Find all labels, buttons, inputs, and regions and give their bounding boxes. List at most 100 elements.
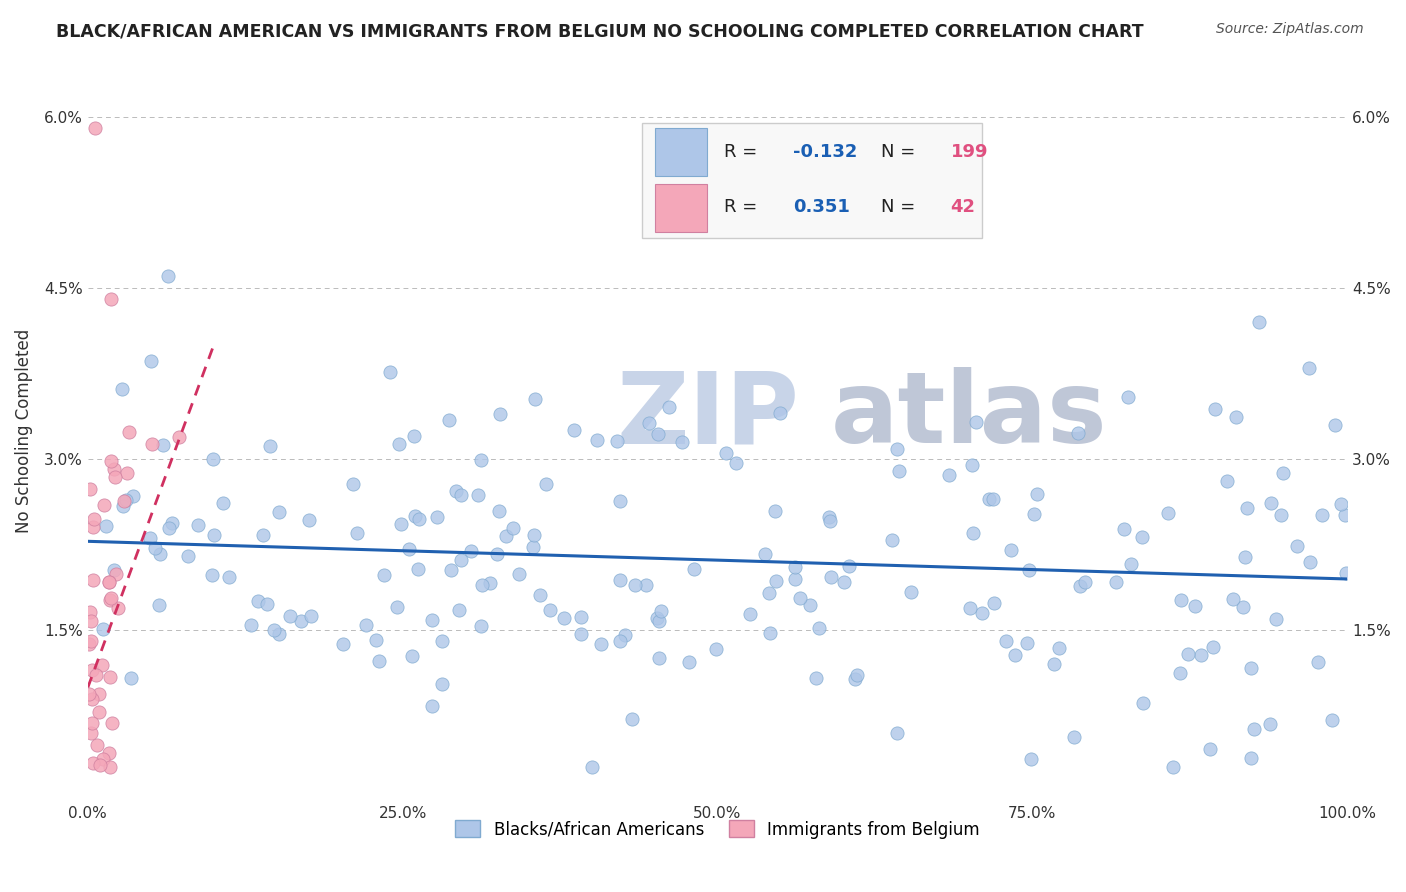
Point: [536, 477, 558, 491]
Point: [959, 601, 981, 615]
Point: [404, 508, 426, 523]
Point: [586, 433, 609, 447]
Point: [523, 392, 546, 406]
Point: [420, 699, 443, 714]
Point: [367, 654, 389, 668]
Point: [1285, 539, 1308, 553]
Point: [785, 559, 807, 574]
Point: [569, 610, 592, 624]
Point: [202, 452, 225, 467]
Point: [1161, 760, 1184, 774]
Point: [1018, 563, 1040, 577]
Point: [364, 633, 387, 648]
Y-axis label: No Schooling Completed: No Schooling Completed: [15, 328, 32, 533]
Point: [960, 458, 983, 472]
Point: [609, 634, 631, 648]
FancyBboxPatch shape: [655, 184, 707, 232]
Point: [408, 512, 430, 526]
Point: [87, 687, 110, 701]
Point: [880, 533, 903, 548]
Point: [115, 467, 138, 481]
Point: [1157, 506, 1180, 520]
Point: [103, 563, 125, 577]
Point: [440, 563, 463, 577]
Point: [91, 622, 114, 636]
Point: [818, 514, 841, 528]
Point: [650, 604, 672, 618]
Point: [430, 676, 453, 690]
Point: [818, 509, 841, 524]
Point: [267, 506, 290, 520]
Point: [581, 760, 603, 774]
Point: [562, 423, 585, 437]
Point: [263, 623, 285, 637]
Point: [1047, 640, 1070, 655]
Point: [1198, 741, 1220, 756]
Point: [529, 588, 551, 602]
Point: [886, 725, 908, 739]
Text: Source: ZipAtlas.com: Source: ZipAtlas.com: [1216, 22, 1364, 37]
Point: [844, 672, 866, 686]
Point: [523, 528, 546, 542]
Point: [141, 437, 163, 451]
Point: [111, 500, 134, 514]
Point: [252, 528, 274, 542]
Point: [103, 462, 125, 476]
Point: [218, 570, 240, 584]
Point: [98, 593, 121, 607]
Point: [82, 574, 104, 588]
Text: atlas: atlas: [831, 368, 1108, 464]
Point: [201, 567, 224, 582]
Point: [1249, 315, 1271, 329]
Point: [538, 603, 561, 617]
Text: 0.351: 0.351: [793, 198, 851, 216]
Point: [430, 634, 453, 648]
Text: R =: R =: [724, 143, 756, 161]
Point: [91, 658, 114, 673]
Point: [167, 430, 190, 444]
Point: [373, 567, 395, 582]
Point: [107, 600, 129, 615]
Point: [290, 614, 312, 628]
Point: [647, 426, 669, 441]
Point: [346, 526, 368, 541]
Point: [804, 671, 827, 685]
Point: [450, 488, 472, 502]
Point: [1222, 591, 1244, 606]
Point: [740, 607, 762, 621]
Point: [799, 598, 821, 612]
Point: [508, 567, 530, 582]
Point: [91, 752, 114, 766]
Point: [845, 668, 868, 682]
Point: [449, 603, 471, 617]
Point: [1202, 640, 1225, 655]
Point: [1204, 401, 1226, 416]
Point: [1026, 486, 1049, 500]
Point: [886, 442, 908, 457]
Point: [420, 613, 443, 627]
Point: [1170, 593, 1192, 607]
Point: [101, 716, 124, 731]
Point: [1168, 665, 1191, 680]
Text: BLACK/AFRICAN AMERICAN VS IMMIGRANTS FROM BELGIUM NO SCHOOLING COMPLETED CORRELA: BLACK/AFRICAN AMERICAN VS IMMIGRANTS FRO…: [56, 22, 1144, 40]
Point: [1000, 543, 1022, 558]
Point: [450, 553, 472, 567]
Point: [495, 529, 517, 543]
Point: [758, 586, 780, 600]
Point: [80, 725, 103, 739]
Point: [820, 569, 842, 583]
Point: [1216, 475, 1239, 489]
Point: [648, 614, 671, 628]
Point: [1264, 612, 1286, 626]
Point: [299, 609, 322, 624]
Point: [139, 354, 162, 368]
Point: [1299, 555, 1322, 569]
Point: [89, 705, 111, 719]
Point: [522, 540, 544, 554]
Point: [157, 268, 180, 283]
Point: [84, 667, 107, 681]
Point: [115, 493, 138, 508]
Point: [259, 439, 281, 453]
Point: [104, 469, 127, 483]
FancyBboxPatch shape: [643, 123, 981, 237]
